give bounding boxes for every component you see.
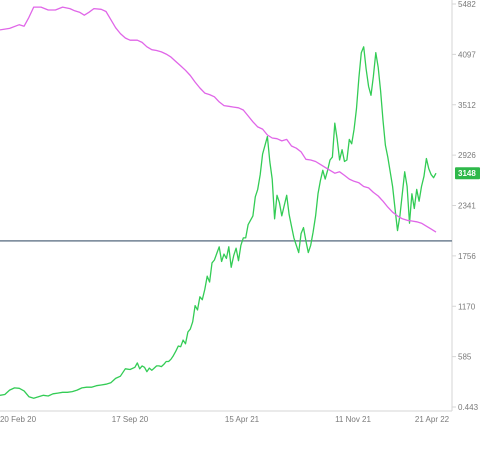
last-value-badge: 3148 [455,167,480,180]
x-tick-label: 15 Apr 21 [225,415,260,424]
y-tick-label: 1756 [458,252,476,261]
last-value-badge-text: 3148 [458,169,476,178]
y-tick-label: 2926 [458,151,476,160]
x-tick-label: 21 Apr 22 [415,415,450,424]
x-tick-label: 17 Sep 20 [112,415,149,424]
y-tick-label: 2341 [458,202,476,211]
y-tick-label: 585 [458,353,472,362]
y-tick-labels: 5482 4097 3512 2926 2341 1756 1170 585 0.443 [452,0,479,412]
series-layer [0,6,437,399]
y-tick-label: 3512 [458,101,476,110]
y-tick-label: 1170 [458,302,476,311]
x-tick-label: 11 Nov 21 [335,415,371,424]
secondary-series-line [0,6,437,233]
last-value-badge-bg [455,167,480,180]
y-tick-label: 5482 [458,0,476,9]
x-tick-labels: 20 Feb 20 17 Sep 20 15 Apr 21 11 Nov 21 21 A… [0,415,450,424]
y-tick-label: 0.443 [458,403,479,412]
y-tick-label: 4097 [458,50,476,59]
x-tick-label: 20 Feb 20 [0,415,37,424]
price-series-line [0,46,437,399]
